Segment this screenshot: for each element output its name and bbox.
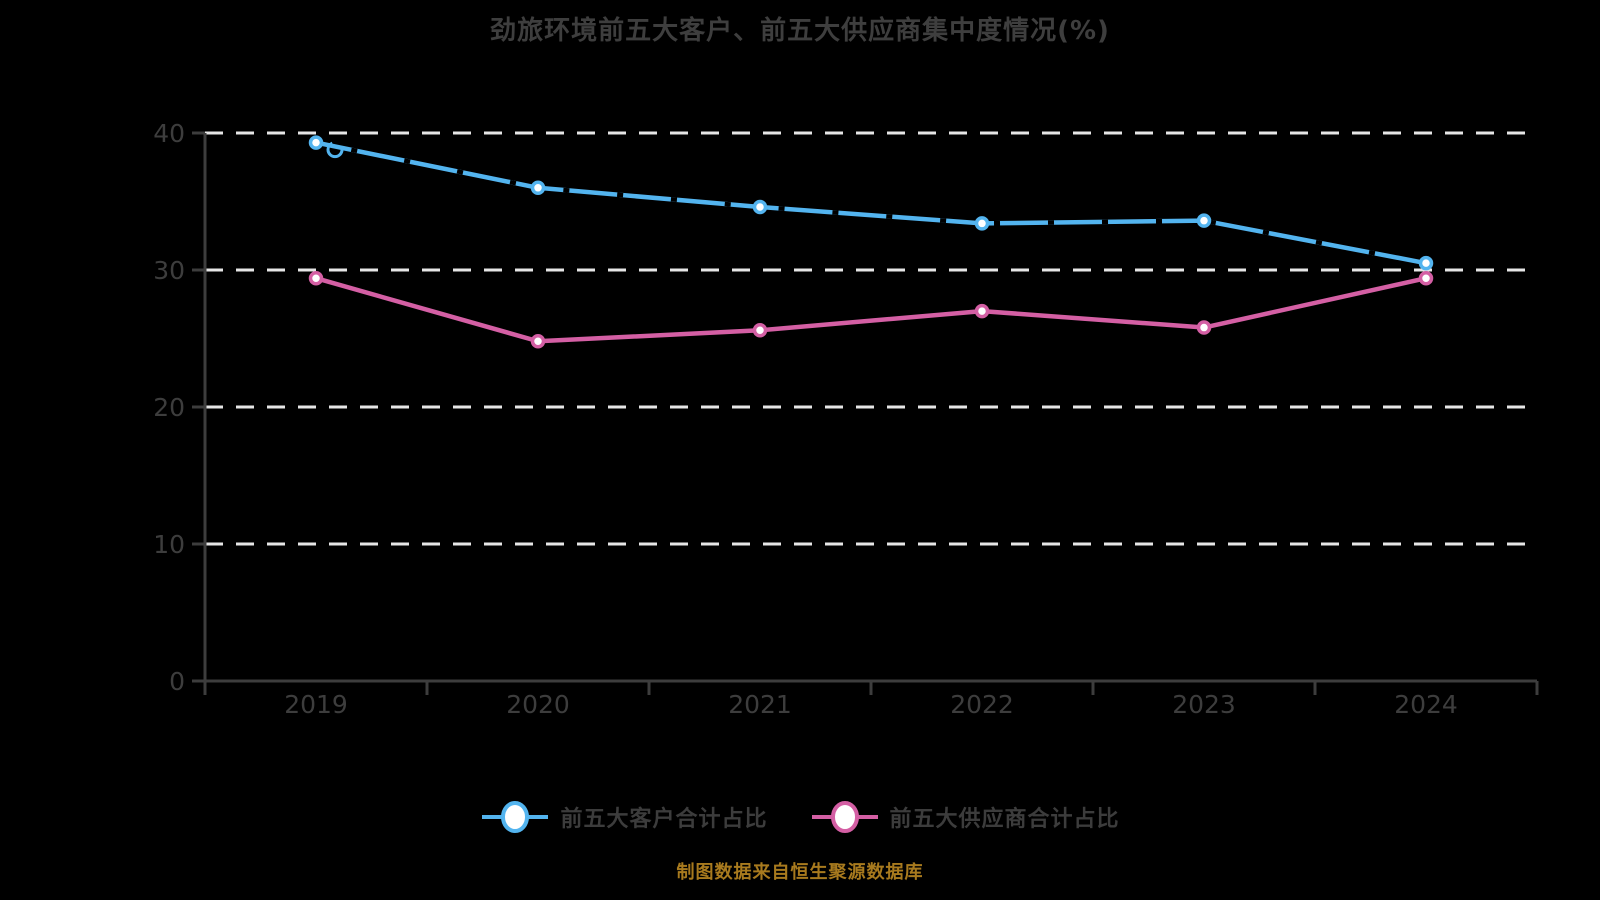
x-tick-label: 2023 bbox=[1172, 690, 1236, 719]
y-tick-label: 20 bbox=[153, 393, 185, 422]
data-point-customers-2024 bbox=[1418, 255, 1434, 271]
data-point-customers-2023 bbox=[1196, 213, 1212, 228]
data-point-customers-2022 bbox=[974, 216, 990, 231]
legend-item-customers: 前五大客户合计占比 bbox=[480, 800, 767, 834]
legend-label-suppliers: 前五大供应商合计占比 bbox=[889, 807, 1120, 832]
series-line-suppliers bbox=[313, 275, 1429, 344]
suppliers-series-marker-icon bbox=[811, 801, 878, 833]
x-tick-label: 2019 bbox=[284, 690, 348, 719]
sketch-dash-overlay bbox=[315, 140, 1427, 266]
series-line-customers bbox=[313, 140, 1429, 266]
customers-series-marker-icon bbox=[482, 801, 549, 833]
data-point-customers-2021 bbox=[752, 199, 768, 215]
legend: 前五大客户合计占比 前五大供应商合计占比 bbox=[0, 800, 1600, 834]
data-point-suppliers-2023 bbox=[1196, 320, 1212, 335]
data-point-suppliers-2022 bbox=[974, 303, 990, 319]
data-point-suppliers-2020 bbox=[530, 333, 546, 349]
data-point-suppliers-2021 bbox=[752, 323, 768, 338]
x-tick-label: 2021 bbox=[728, 690, 792, 719]
x-tick-label: 2020 bbox=[506, 690, 570, 719]
legend-label-customers: 前五大客户合计占比 bbox=[560, 807, 768, 832]
data-point-customers-2020 bbox=[530, 180, 546, 196]
data-point-suppliers-2019 bbox=[308, 270, 324, 286]
y-tick-label: 0 bbox=[169, 667, 185, 696]
x-tick-label: 2024 bbox=[1394, 690, 1458, 719]
legend-item-suppliers: 前五大供应商合计占比 bbox=[810, 800, 1120, 834]
y-tick-label: 10 bbox=[153, 530, 185, 559]
sketch-ghost-ring bbox=[326, 141, 344, 159]
chart-title: 劲旅环境前五大客户、前五大供应商集中度情况(%) bbox=[490, 16, 1110, 46]
data-point-customers-2019 bbox=[308, 135, 324, 150]
y-tick-label: 40 bbox=[153, 119, 185, 148]
data-point-suppliers-2024 bbox=[1418, 270, 1434, 286]
x-tick-label: 2022 bbox=[950, 690, 1014, 719]
y-tick-label: 30 bbox=[153, 256, 185, 285]
data-source-caption: 制图数据来自恒生聚源数据库 bbox=[676, 862, 924, 883]
